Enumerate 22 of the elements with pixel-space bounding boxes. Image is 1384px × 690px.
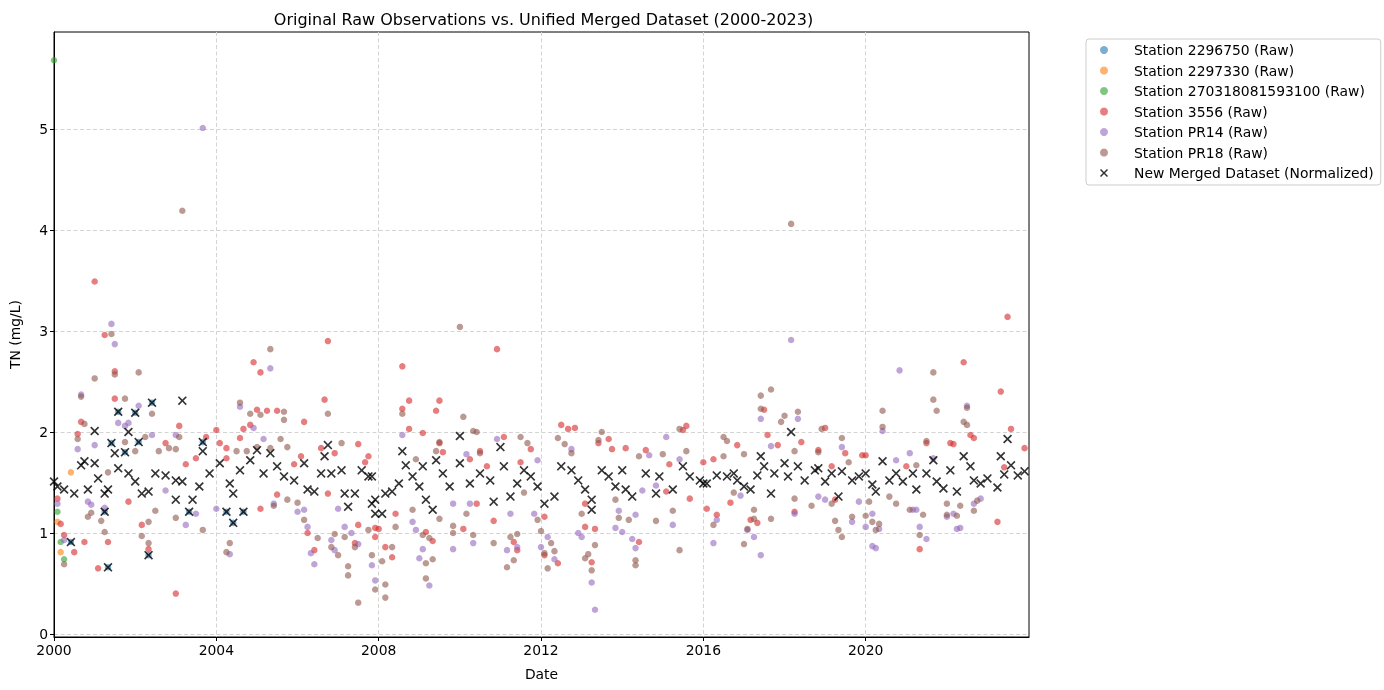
x-axis-title: Date [524, 666, 559, 682]
x-tick-label: 2004 [198, 642, 235, 658]
x-tick-label: 2000 [36, 642, 72, 658]
chart-title: Original Raw Observations vs. Unified Merged Dataset (2000-2023) [273, 9, 814, 29]
y-tick-label: 4 [39, 221, 49, 238]
x-tick-label: 2016 [685, 642, 722, 658]
y-tick-label: 1 [39, 524, 48, 541]
x-tick-label: 2012 [523, 642, 559, 658]
y-tick-label: 3 [39, 322, 48, 339]
y-axis-title: TN (mg/L) [7, 300, 23, 370]
y-tick-label: 5 [39, 120, 48, 137]
x-tick-label: 2008 [360, 642, 397, 658]
x-tick-label: 2020 [847, 642, 884, 658]
legend-label: Station 3556 (Raw) [1134, 103, 1268, 120]
legend-label: Station 270318081593100 (Raw) [1134, 83, 1365, 99]
legend-label: Station PR14 (Raw) [1134, 124, 1268, 140]
legend-label: Station PR18 (Raw) [1134, 144, 1268, 161]
y-tick-label: 2 [39, 423, 48, 440]
legend-label: New Merged Dataset (Normalized) [1134, 165, 1374, 181]
legend-label: Station 2296750 (Raw) [1134, 42, 1295, 58]
y-tick-label: 0 [39, 625, 48, 642]
legend-label: Station 2297330 (Raw) [1134, 62, 1295, 79]
